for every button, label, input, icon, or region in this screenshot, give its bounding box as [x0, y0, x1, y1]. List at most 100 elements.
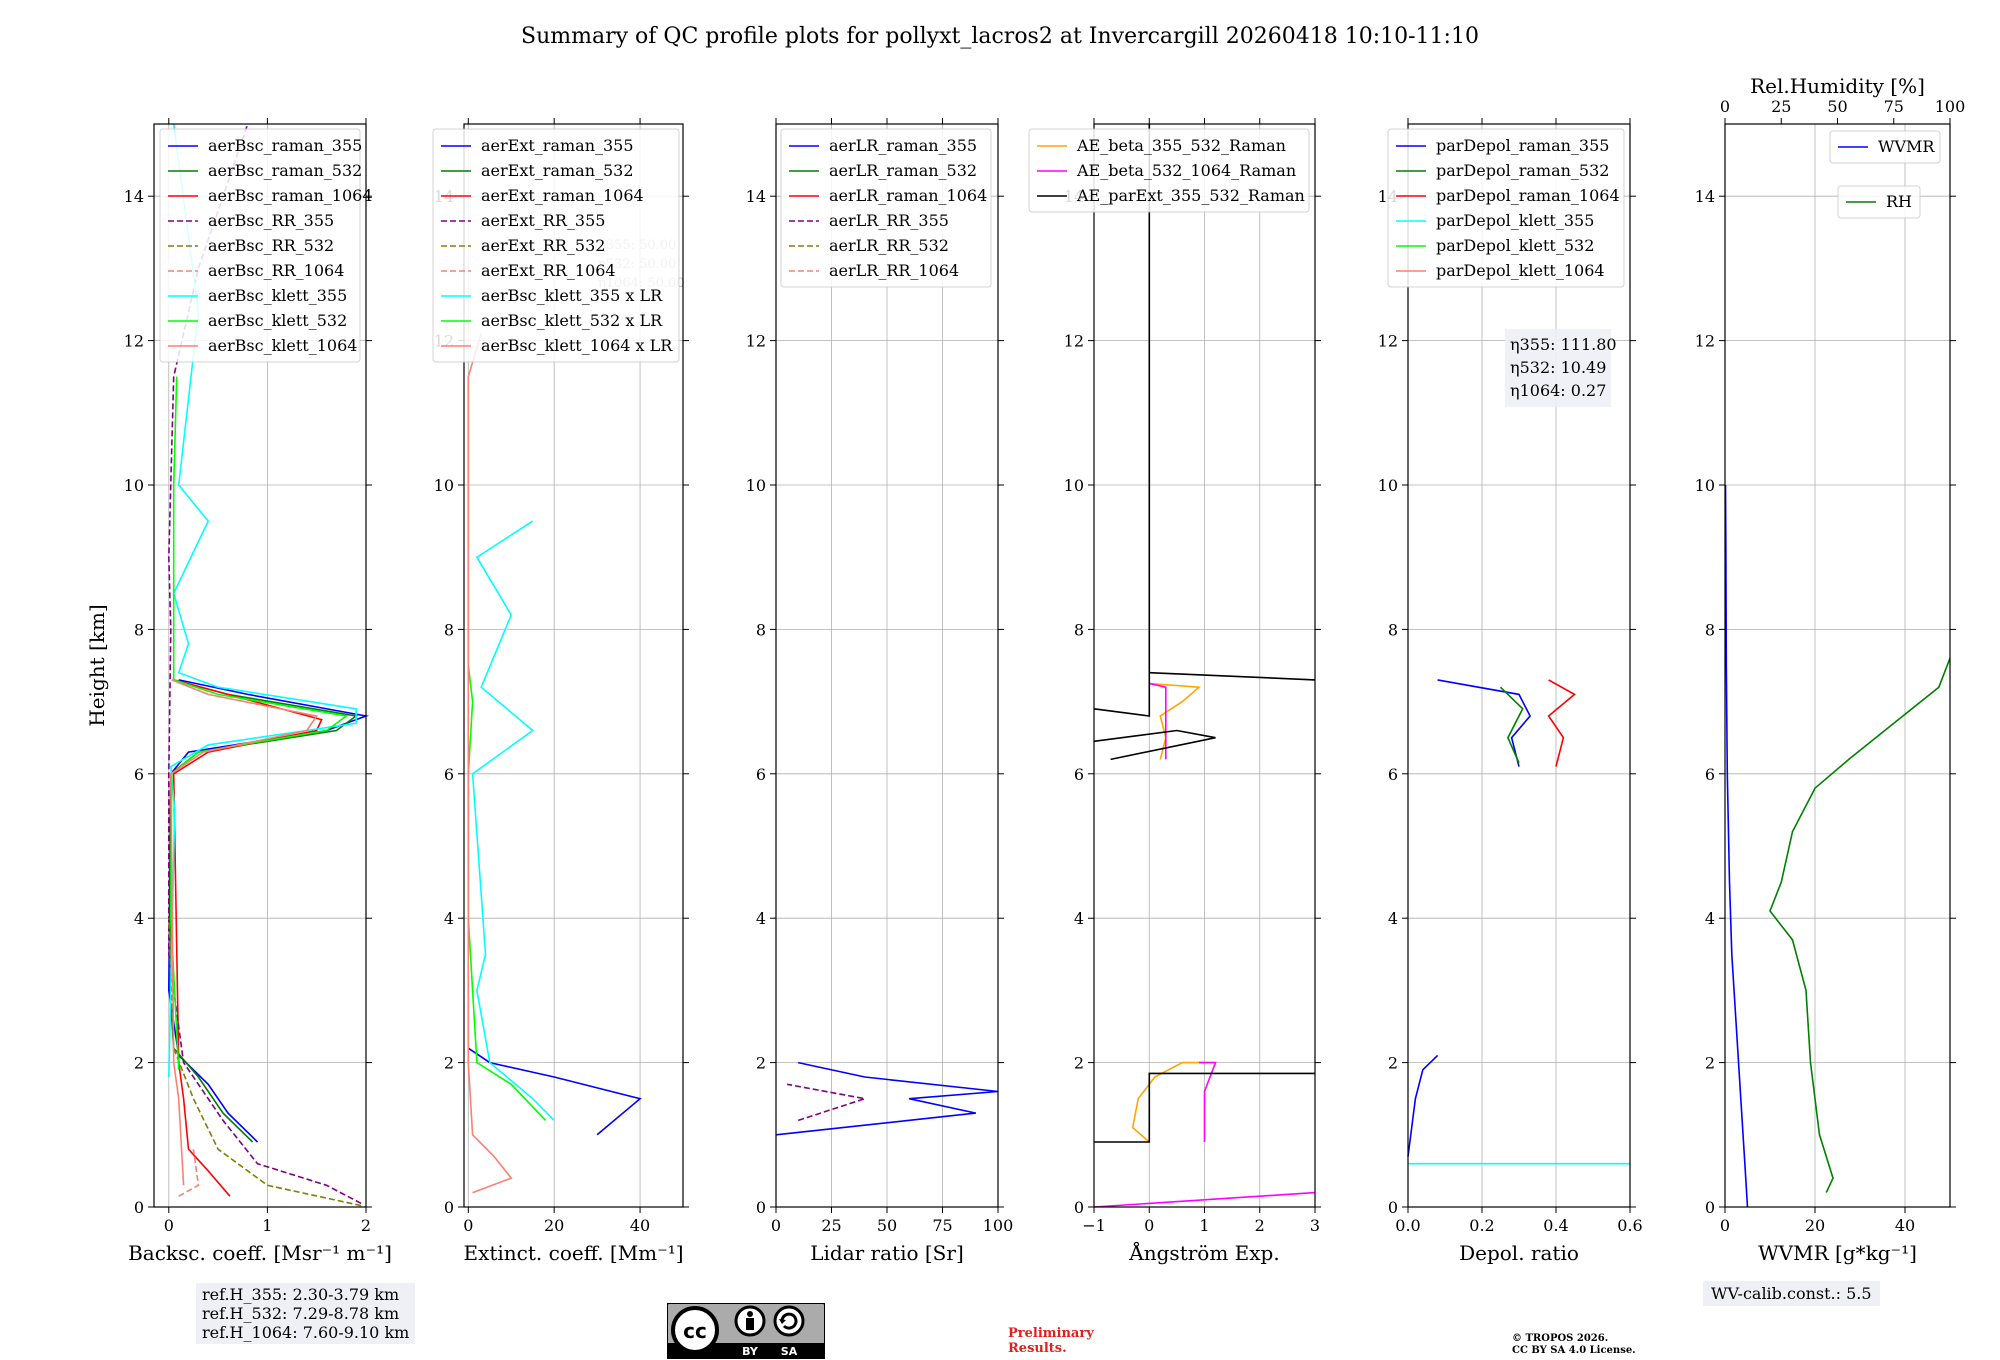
top-x-tick-label: 0 [1720, 97, 1730, 116]
cc-license-badge: cc BY SA [667, 1303, 825, 1359]
legend-label: aerLR_raman_1064 [829, 186, 987, 205]
x-tick-label: 0 [771, 1216, 781, 1235]
legend-label: AE_parExt_355_532_Raman [1076, 186, 1305, 205]
x-tick-label: 40 [630, 1216, 650, 1235]
y-tick-label: 6 [134, 765, 144, 784]
y-tick-label: 14 [124, 187, 144, 206]
legend-label: aerLR_RR_355 [829, 211, 949, 230]
legend-label: parDepol_klett_1064 [1436, 261, 1605, 280]
y-tick-label: 8 [1388, 620, 1398, 639]
y-tick-label: 4 [1388, 909, 1398, 928]
x-tick-label: 50 [877, 1216, 897, 1235]
x-tick-label: 20 [1805, 1216, 1825, 1235]
y-tick-label: 14 [1695, 187, 1715, 206]
legend-label: AE_beta_355_532_Raman [1076, 136, 1286, 155]
x-tick-label: −1 [1082, 1216, 1106, 1235]
series-line [471, 520, 555, 1121]
x-tick-label: 0 [1720, 1216, 1730, 1235]
legend-label: aerExt_RR_1064 [481, 261, 616, 280]
legend-label: aerBsc_klett_1064 x LR [481, 336, 673, 355]
legend-label: aerExt_RR_532 [481, 236, 605, 255]
series-line [1093, 1191, 1316, 1208]
x-tick-label: 1 [1199, 1216, 1209, 1235]
legend-label: aerLR_RR_1064 [829, 261, 959, 280]
eta-box-bg [1505, 329, 1611, 407]
top-x-tick-label: 100 [1935, 97, 1966, 116]
x-axis-label: Lidar ratio [Sr] [810, 1241, 964, 1265]
axes-frame [463, 123, 684, 1208]
series-line [1437, 679, 1532, 767]
series-line [786, 1083, 866, 1122]
sa-label: SA [781, 1345, 798, 1358]
legend-label: aerExt_raman_1064 [481, 186, 644, 205]
y-axis-label: Height [km] [85, 604, 109, 726]
y-tick-label: 0 [444, 1198, 454, 1217]
legend-frame [1387, 128, 1625, 288]
legend: RH [1837, 185, 1921, 219]
series-line [1407, 1054, 1439, 1157]
y-tick-label: 0 [134, 1198, 144, 1217]
panel-5: 0.00.20.40.602468101214Depol. ratioη355:… [1378, 118, 1643, 1265]
series-line [775, 1061, 999, 1136]
y-tick-label: 0 [756, 1198, 766, 1217]
x-tick-label: 0.0 [1395, 1216, 1420, 1235]
series-line [467, 333, 513, 1194]
legend: aerLR_raman_355 aerLR_raman_532 aerLR_rama… [780, 128, 992, 288]
y-tick-label: 0 [1705, 1198, 1715, 1217]
x-tick-label: 25 [821, 1216, 841, 1235]
y-tick-label: 12 [746, 332, 766, 351]
x-tick-label: 40 [1895, 1216, 1915, 1235]
y-tick-label: 8 [1074, 620, 1084, 639]
y-tick-label: 4 [134, 909, 144, 928]
x-axis-label: Depol. ratio [1459, 1241, 1579, 1265]
series-line [1093, 729, 1216, 761]
series-line [168, 123, 357, 1078]
x-tick-label: 20 [544, 1216, 564, 1235]
legend-label: aerBsc_raman_355 [208, 136, 362, 155]
y-tick-label: 6 [444, 765, 454, 784]
x-tick-label: 2 [361, 1216, 371, 1235]
y-tick-label: 0 [1388, 1198, 1398, 1217]
x-tick-label: 2 [1255, 1216, 1265, 1235]
x-axis-label: WVMR [g*kg⁻¹] [1758, 1241, 1917, 1265]
eta-text: η532: 10.49 [1510, 358, 1606, 377]
copyright-line-2: CC BY SA 4.0 License. [1512, 1345, 1636, 1356]
axes-frame [1407, 123, 1631, 1208]
series-line [178, 1149, 200, 1197]
legend-label: RH [1886, 192, 1912, 211]
y-tick-label: 2 [1705, 1054, 1715, 1073]
y-tick-label: 2 [134, 1054, 144, 1073]
legend-label: aerBsc_raman_1064 [208, 186, 373, 205]
x-tick-label: 1 [262, 1216, 272, 1235]
figure-title: Summary of QC profile plots for pollyxt_… [521, 24, 1479, 49]
sa-icon [773, 1305, 805, 1337]
legend-label: aerBsc_klett_355 x LR [481, 286, 663, 305]
panel-3: 0 25 50 75 100 0 2 4 6 8 10 12 14 Lidar ratio [Sr] aer… [746, 118, 1013, 1265]
legend-frame [1028, 128, 1310, 213]
series-line [168, 679, 359, 1143]
x-tick-label: 75 [932, 1216, 952, 1235]
series-line [467, 665, 547, 1121]
axes-frame [153, 123, 367, 1208]
x-tick-label: 3 [1310, 1216, 1320, 1235]
y-tick-label: 10 [1695, 476, 1715, 495]
y-tick-label: 2 [1388, 1054, 1398, 1073]
series-line [1131, 1061, 1205, 1143]
eta-text: η355: 111.80 [1510, 335, 1617, 354]
series-line [1149, 682, 1167, 760]
legend-label: aerBsc_klett_355 [208, 286, 347, 305]
series-line [1199, 1061, 1217, 1142]
panel-2: 0204002468101214Extinct. coeff. [Mm⁻¹]η3… [432, 118, 689, 1265]
series-line [1149, 682, 1201, 760]
y-tick-label: 12 [1695, 332, 1715, 351]
y-tick-label: 12 [1378, 332, 1398, 351]
legend-label: AE_beta_532_1064_Raman [1076, 161, 1296, 180]
wv-calib-const: WV-calib.const.: 5.5 [1711, 1284, 1872, 1303]
x-tick-label: 0.6 [1617, 1216, 1642, 1235]
y-tick-label: 10 [746, 476, 766, 495]
ref-height-532: ref.H_532: 7.29-8.78 km [202, 1304, 400, 1323]
y-tick-label: 4 [756, 909, 766, 928]
series-line [1547, 679, 1576, 767]
